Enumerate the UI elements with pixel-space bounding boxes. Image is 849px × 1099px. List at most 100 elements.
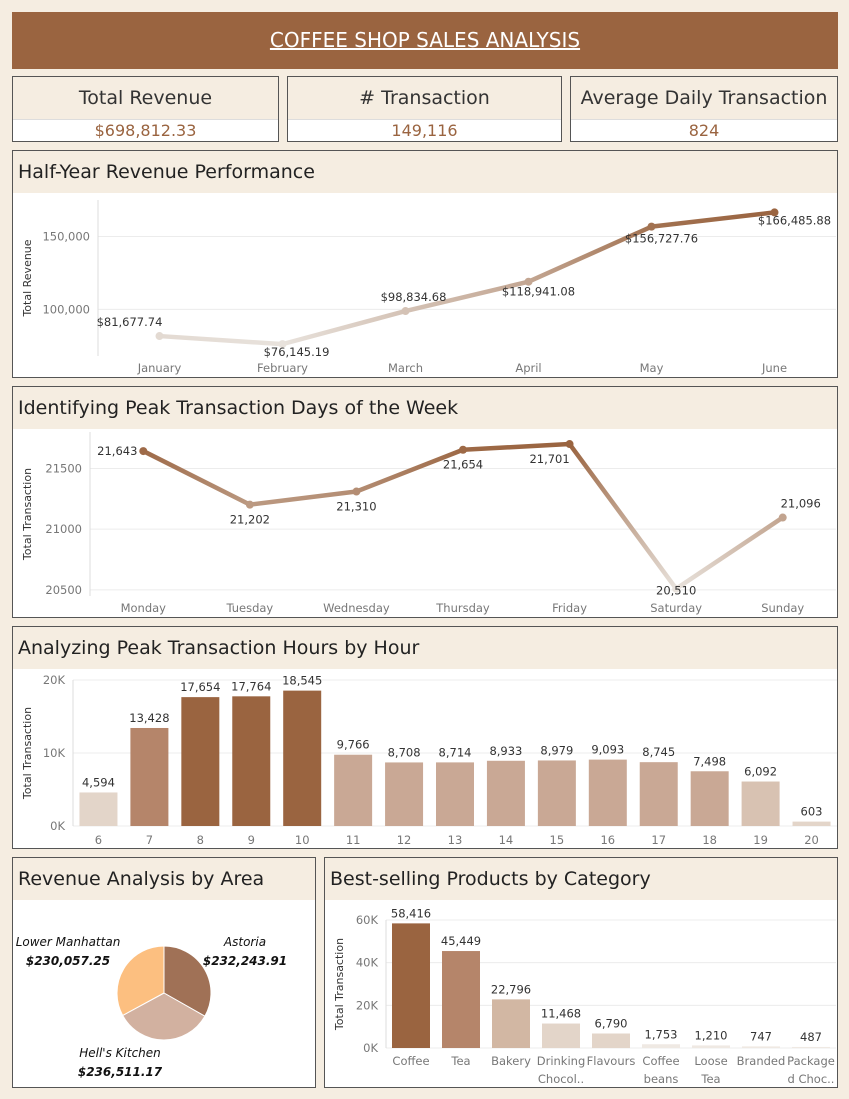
data-point — [245, 500, 254, 509]
data-point — [647, 222, 656, 231]
data-label: $98,834.68 — [381, 290, 447, 304]
series-line-segment — [141, 448, 253, 507]
bar — [334, 754, 373, 826]
x-tick-label: Bakery — [491, 1054, 531, 1068]
data-label: 8,745 — [642, 745, 675, 759]
x-tick-label: beans — [644, 1072, 679, 1086]
data-label: $81,677.74 — [97, 315, 163, 329]
data-label: 20,510 — [656, 584, 696, 598]
y-tick-label: 0K — [50, 819, 65, 833]
y-axis-title: Total Transaction — [21, 707, 34, 800]
data-label: $76,145.19 — [264, 345, 330, 359]
data-label: 21,096 — [781, 497, 821, 511]
dashboard-title: COFFEE SHOP SALES ANALYSIS — [269, 28, 581, 52]
data-label: $118,941.08 — [502, 285, 575, 299]
kpi-total-revenue: Total Revenue $698,812.33 — [12, 76, 279, 142]
pie-label-value: $232,243.91 — [203, 954, 287, 968]
data-label: 9,093 — [591, 743, 624, 757]
x-tick-label: Thursday — [435, 601, 490, 615]
data-label: 21,654 — [443, 458, 483, 472]
series-line-segment — [567, 441, 679, 591]
x-tick-label: 14 — [499, 833, 514, 847]
kpi-label: # Transaction — [288, 77, 561, 120]
x-tick-label: 16 — [600, 833, 615, 847]
data-label: 13,428 — [129, 711, 169, 725]
x-tick-label: 11 — [346, 833, 361, 847]
x-tick-label: Coffee — [642, 1054, 679, 1068]
data-label: $166,485.88 — [758, 213, 831, 227]
bar — [642, 1044, 680, 1048]
y-tick-label: 21000 — [45, 522, 82, 536]
x-tick-label: Flavours — [587, 1054, 636, 1068]
x-tick-label: 19 — [753, 833, 768, 847]
x-tick-label: Chocol.. — [538, 1072, 584, 1086]
x-tick-label: 12 — [397, 833, 412, 847]
data-label: 21,643 — [97, 444, 137, 458]
x-tick-label: Coffee — [392, 1054, 429, 1068]
data-point — [778, 513, 787, 522]
data-point — [155, 332, 164, 341]
x-tick-label: March — [388, 361, 423, 375]
data-label: 8,933 — [489, 744, 522, 758]
x-tick-label: Wednesday — [323, 601, 390, 615]
bar — [392, 923, 430, 1048]
data-label: 17,654 — [180, 680, 220, 694]
kpi-label: Total Revenue — [13, 77, 278, 120]
y-axis-title: Total Revenue — [21, 239, 34, 317]
data-label: 4,594 — [82, 775, 115, 789]
data-label: 7,498 — [693, 754, 726, 768]
data-label: 8,979 — [540, 743, 573, 757]
data-label: $156,727.76 — [625, 232, 698, 246]
x-tick-label: Tuesday — [225, 601, 273, 615]
kpi-value: $698,812.33 — [94, 121, 197, 140]
x-tick-label: Sunday — [761, 601, 804, 615]
x-tick-label: April — [515, 361, 541, 375]
data-label: 1,210 — [695, 1028, 728, 1042]
series-line-segment — [526, 224, 654, 284]
data-point — [139, 447, 148, 456]
data-label: 1,753 — [645, 1027, 678, 1041]
bar — [588, 759, 627, 826]
x-tick-label: d Choc.. — [788, 1072, 835, 1086]
bar — [283, 690, 322, 826]
series-line-segment — [403, 279, 531, 314]
x-tick-label: 17 — [651, 833, 666, 847]
x-tick-label: Saturday — [650, 601, 702, 615]
bar — [592, 1033, 630, 1048]
y-tick-label: 20K — [43, 673, 66, 687]
data-point — [401, 307, 410, 316]
bar — [492, 999, 530, 1048]
data-point — [352, 487, 361, 496]
y-axis-title: Total Transaction — [21, 468, 34, 561]
bar — [542, 1023, 580, 1048]
y-tick-label: 20K — [356, 998, 379, 1012]
bar — [79, 792, 118, 826]
data-label: 21,701 — [529, 452, 569, 466]
bar — [232, 696, 271, 826]
panel-title: Best-selling Products by Category — [325, 858, 837, 900]
y-tick-label: 40K — [356, 956, 379, 970]
data-point — [459, 445, 467, 454]
data-label: 8,708 — [388, 745, 421, 759]
bar — [742, 1046, 780, 1048]
data-label: 45,449 — [441, 934, 481, 948]
data-label: 58,416 — [391, 906, 431, 920]
series-line-segment — [354, 447, 466, 494]
x-tick-label: January — [137, 361, 182, 375]
data-label: 747 — [750, 1029, 772, 1043]
pie-label-name: Lower Manhattan — [16, 935, 121, 949]
x-tick-label: Tea — [700, 1072, 720, 1086]
data-point — [565, 440, 574, 449]
bar — [486, 760, 525, 826]
bar — [385, 762, 424, 826]
x-tick-label: 15 — [550, 833, 565, 847]
y-tick-label: 21500 — [45, 461, 82, 475]
pie-label-name: Hell's Kitchen — [79, 1046, 161, 1060]
kpi-label: Average Daily Transaction — [571, 77, 837, 120]
y-axis-title: Total Transaction — [333, 938, 346, 1031]
kpi-transactions: # Transaction 149,116 — [287, 76, 562, 142]
pie-slice — [163, 945, 212, 1017]
series-line-segment — [649, 210, 777, 229]
data-point — [770, 208, 779, 217]
y-tick-label: 150,000 — [42, 229, 90, 243]
